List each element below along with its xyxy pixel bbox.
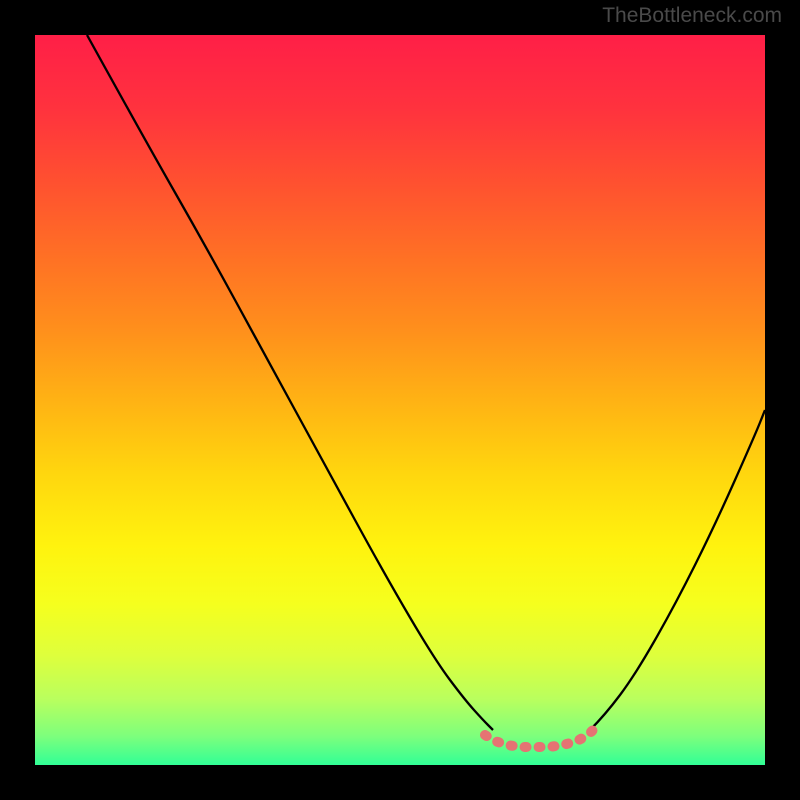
bottleneck-marker-optimal-range — [485, 728, 595, 747]
chart-plot-area — [35, 35, 765, 765]
bottleneck-curve-left — [87, 35, 493, 730]
bottleneck-curve-right — [590, 410, 765, 730]
chart-curves-layer — [35, 35, 765, 765]
watermark-text: TheBottleneck.com — [602, 4, 782, 28]
